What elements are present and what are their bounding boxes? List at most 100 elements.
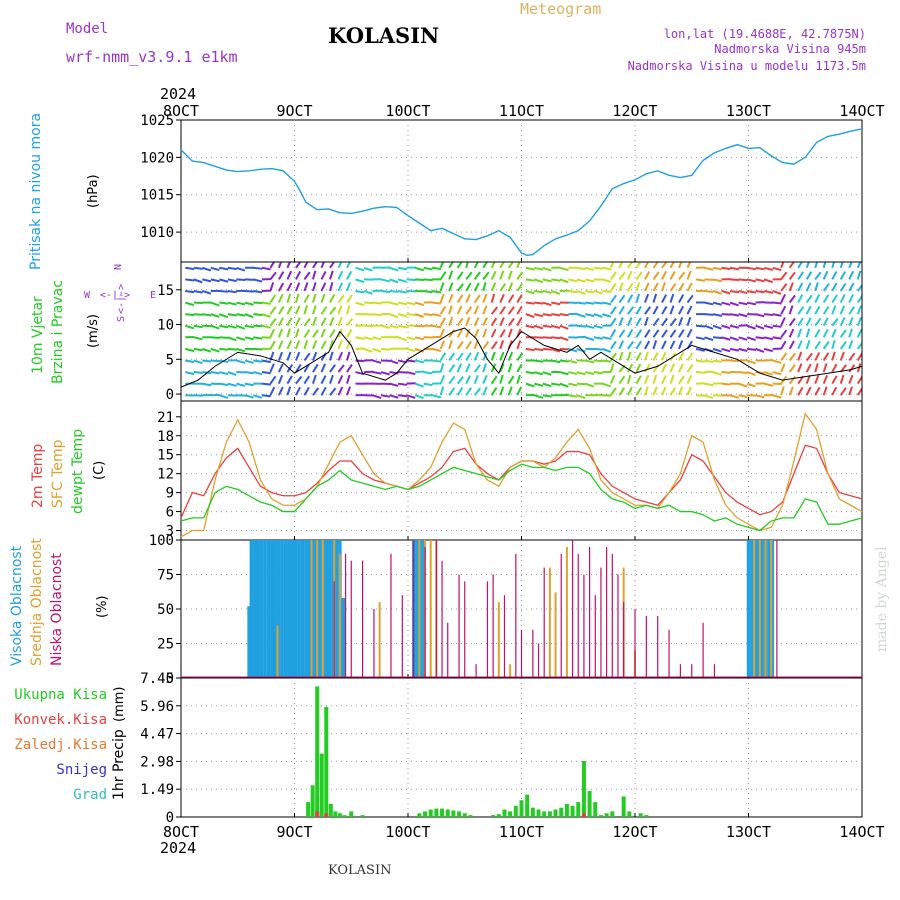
precip-bar — [468, 815, 473, 817]
wind-arrow — [210, 301, 220, 307]
wind-arrow — [473, 364, 481, 373]
wind-arrow — [490, 317, 498, 327]
precip-bar — [417, 813, 422, 817]
temp-ylabel3: dewpt Temp — [70, 429, 86, 514]
wind-arrow — [704, 313, 714, 316]
wind-arrow — [355, 301, 365, 307]
wind-arrow — [627, 329, 634, 338]
wind-arrow — [202, 359, 212, 363]
wind-arrow — [533, 324, 544, 330]
wind-arrow — [253, 336, 263, 340]
wind-arrow — [439, 363, 445, 373]
wind-arrow — [686, 262, 692, 269]
wind-arrow — [482, 271, 490, 280]
wind-arrow — [839, 387, 847, 396]
wind-arrow — [210, 313, 220, 318]
wind-arrow — [253, 313, 263, 317]
wind-arrow — [814, 374, 820, 384]
wind-arrow — [286, 386, 292, 396]
wind-arrow — [507, 328, 513, 338]
wind-arrow — [551, 324, 561, 329]
wind-arrow — [746, 278, 757, 283]
wind-arrow — [286, 340, 293, 350]
wind-arrow — [448, 375, 456, 385]
wind-arrow — [236, 336, 246, 341]
wind-arrow — [652, 386, 658, 396]
wind-arrow — [618, 340, 624, 350]
wind-arrow — [482, 262, 489, 269]
wind-arrow — [448, 352, 456, 362]
wind-arrow — [380, 289, 391, 294]
wind-arrow — [678, 271, 686, 280]
cloud-bar — [422, 540, 426, 678]
wind-arrow — [286, 305, 293, 315]
wind-arrow — [831, 305, 837, 315]
cloud-bar — [679, 664, 681, 678]
wind-arrow — [423, 289, 433, 294]
panel-pressure: 1010 1015 1020 1025 — [140, 113, 863, 263]
precip-bar — [610, 811, 615, 817]
wind-arrow — [831, 294, 838, 304]
wind-arrow — [261, 301, 271, 305]
footer-title: KOLASIN — [328, 863, 391, 878]
wind-arrow — [805, 363, 812, 373]
wind-arrow — [236, 278, 246, 282]
wind-arrow — [227, 371, 237, 376]
wind-arrow — [236, 301, 246, 306]
wind-arrow — [525, 371, 535, 375]
series-wind-speed-line — [180, 327, 863, 388]
wind-arrow — [253, 394, 263, 399]
wind-arrow — [201, 290, 212, 295]
wind-arrow — [465, 271, 473, 280]
wind-arrow — [661, 375, 667, 385]
wind-arrow — [797, 262, 803, 269]
wind-arrow — [286, 282, 293, 292]
y-tick-label: 50 — [157, 602, 174, 618]
wind-arrow — [473, 317, 480, 327]
wind-arrow — [856, 305, 862, 315]
wind-arrow — [669, 387, 677, 396]
wind-arrow — [533, 278, 544, 284]
wind-arrow — [210, 371, 220, 375]
wind-arrow — [415, 278, 425, 282]
cloud-bar — [373, 609, 375, 678]
wind-arrow — [669, 329, 677, 338]
wind-arrow — [763, 336, 774, 341]
wind-arrow — [652, 339, 658, 350]
wind-ylabel: 10m Vjetar — [30, 296, 46, 374]
wind-arrow — [253, 301, 263, 305]
wind-arrow — [320, 306, 328, 315]
wind-arrow — [738, 347, 748, 352]
wind-arrow — [652, 329, 660, 338]
compass-s: S — [116, 316, 127, 322]
wind-arrow — [585, 382, 595, 388]
cloud-bar — [290, 540, 294, 678]
wind-arrow — [448, 293, 454, 303]
wind-arrow — [764, 313, 774, 317]
wind-arrow — [439, 282, 445, 292]
wind-arrow — [618, 271, 626, 280]
wind-arrow — [643, 293, 650, 303]
wind-arrow — [397, 336, 407, 342]
wind-arrow — [439, 317, 446, 327]
wind-arrow — [644, 271, 651, 280]
wind-arrow — [610, 317, 617, 327]
precip-bar — [445, 809, 450, 817]
panel-clouds: 0 25 50 75 100 — [149, 533, 863, 687]
wind-arrow — [831, 351, 836, 361]
wind-arrow — [303, 363, 310, 373]
x-tick-label: 12OCT — [612, 102, 657, 120]
wind-arrow — [788, 294, 796, 304]
wind-arrow — [244, 336, 254, 341]
wind-arrow — [738, 336, 748, 341]
cloud-bar — [435, 540, 437, 678]
cloud-bar — [280, 540, 284, 678]
wind-arrow — [482, 317, 488, 327]
wind-arrow — [355, 359, 365, 363]
wind-arrow — [772, 359, 782, 364]
cloud-bar — [617, 574, 619, 678]
cloud-bar — [327, 540, 332, 678]
wind-arrow — [346, 294, 353, 304]
wind-arrow — [831, 262, 836, 269]
wind-arrow — [602, 278, 612, 283]
